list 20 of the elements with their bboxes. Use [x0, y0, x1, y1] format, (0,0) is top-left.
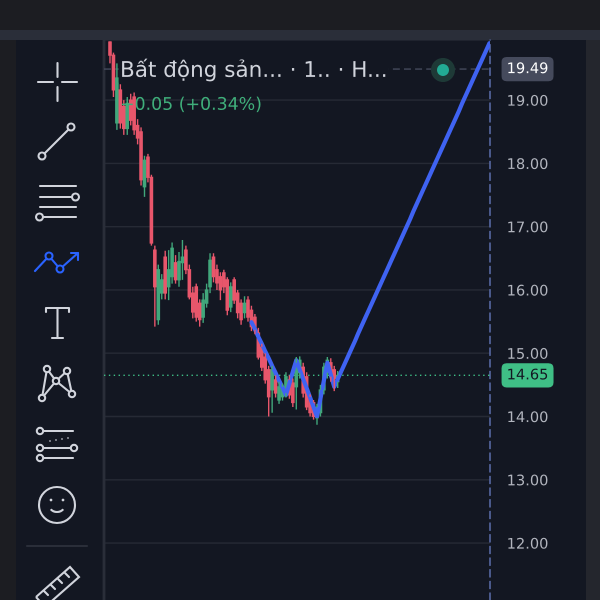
y-tick-label: 13.00 [508, 474, 548, 486]
candlestick [115, 62, 119, 131]
candlestick [228, 282, 233, 313]
candlestick [153, 244, 157, 328]
candlestick [194, 282, 198, 322]
candlestick [163, 250, 167, 300]
candlestick [156, 264, 160, 326]
text: Bất động sản... · 1.. · H... [122, 58, 386, 82]
y-tick-label: 15.00 [508, 348, 548, 359]
y-tick-label: 16.00 [508, 284, 548, 296]
candlestick [242, 296, 246, 320]
y-tick-label: 14.00 [508, 411, 548, 422]
y-tick-label: 12.00 [508, 538, 548, 549]
ref-line-label: 19.49 [508, 62, 548, 74]
y-tick-label: 17.00 [508, 221, 548, 232]
candlestick [291, 378, 295, 408]
ref-line-label: 14.65 [508, 368, 548, 380]
candlestick [142, 155, 146, 198]
y-tick-label: 18.00 [508, 158, 548, 170]
y-tick-label: 19.00 [508, 94, 548, 106]
